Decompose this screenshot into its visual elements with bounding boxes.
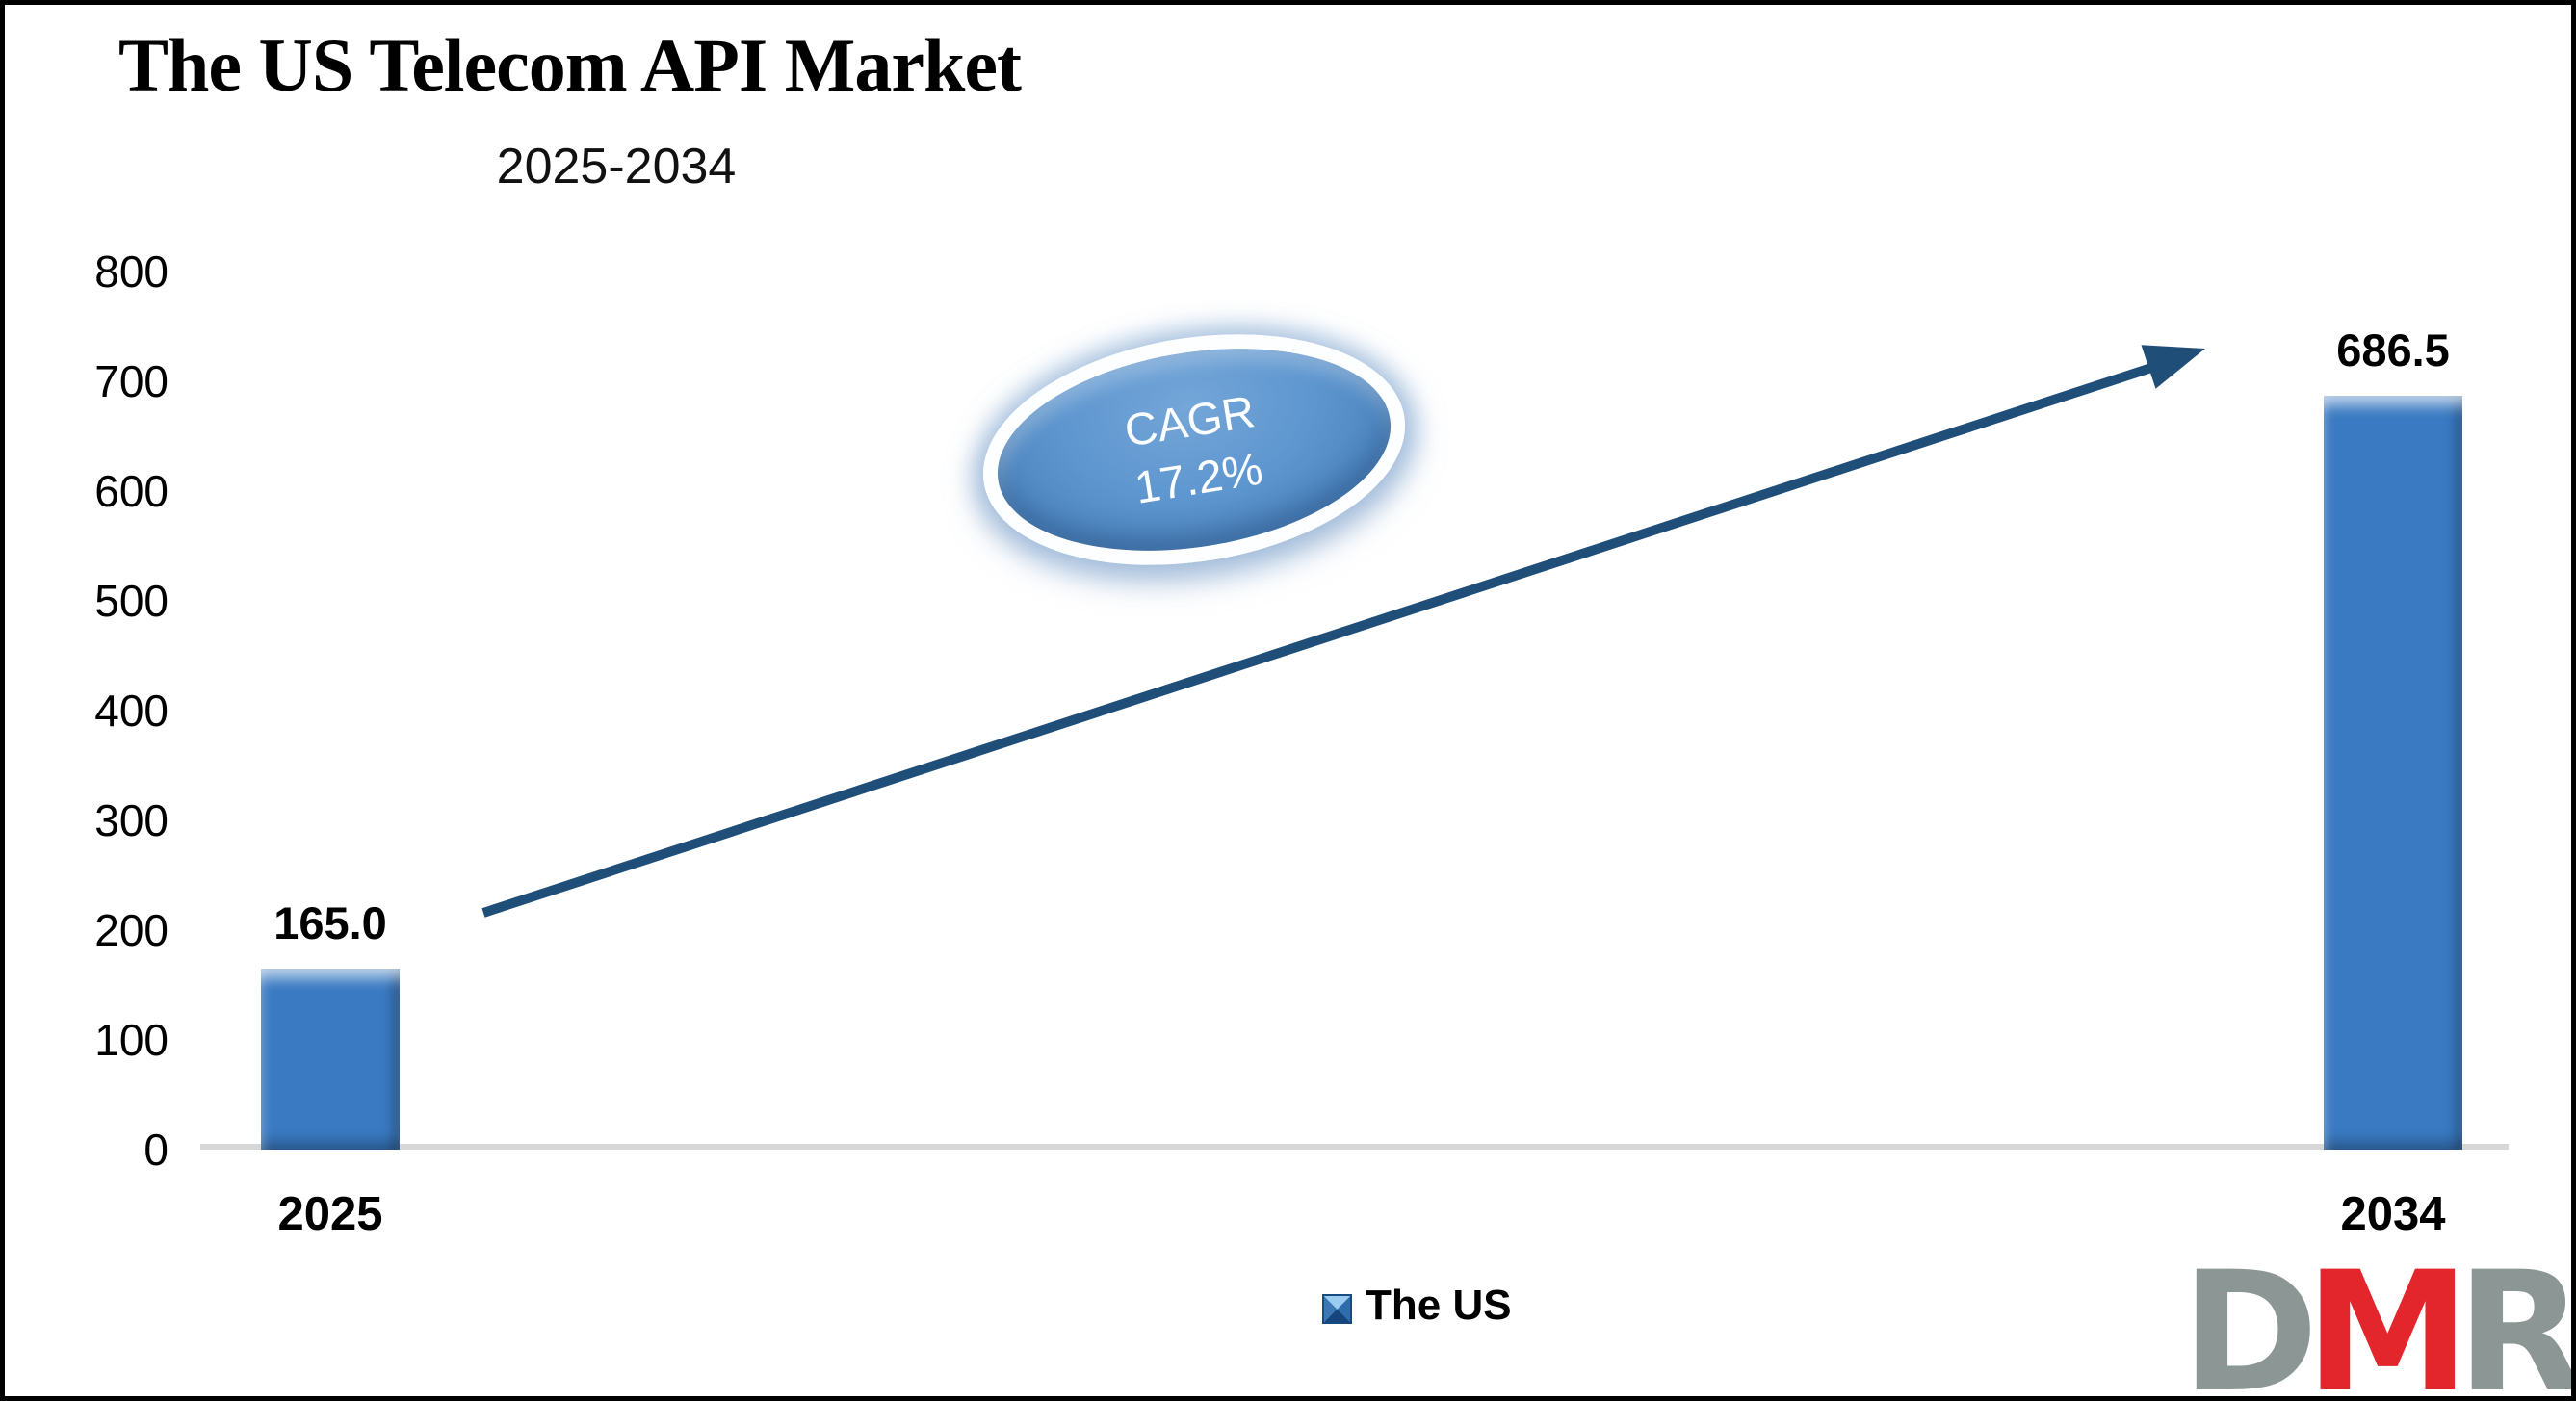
dmr-logo-letter-r: R [2457,1262,2576,1401]
value-label-2025: 165.0 [273,896,387,948]
y-tick-400: 400 [94,686,169,736]
x-label-2034: 2034 [2340,1188,2446,1240]
dmr-logo-letter-m: M [2305,1262,2457,1401]
x-axis-baseline [200,1144,2509,1150]
y-tick-600: 600 [94,466,169,516]
cagr-badge: CAGR 17.2% [966,305,1422,594]
y-tick-500: 500 [94,576,169,626]
y-tick-800: 800 [94,246,169,297]
svg-text:DMR: DMR [2187,1262,2576,1401]
y-tick-700: 700 [94,356,169,406]
legend: The US [1322,1282,1512,1330]
y-tick-0: 0 [143,1125,169,1175]
x-label-2025: 2025 [277,1188,383,1240]
bar-2025 [261,968,400,1150]
y-tick-200: 200 [94,905,169,955]
bar-2034 [2324,396,2462,1150]
chart-subtitle: 2025-2034 [496,139,737,195]
y-tick-300: 300 [94,795,169,845]
dmr-logo: DMR [2187,1262,2576,1401]
legend-swatch-icon [1322,1293,1352,1324]
value-label-2034: 686.5 [2336,324,2450,376]
dmr-logo-letter-d: D [2187,1262,2310,1401]
legend-label: The US [1366,1282,1512,1329]
y-tick-100: 100 [94,1015,169,1065]
chart-title: The US Telecom API Market [118,23,1022,107]
